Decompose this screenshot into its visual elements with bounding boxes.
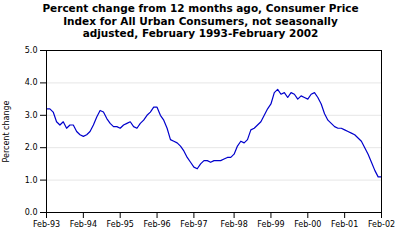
- svg-text:2.0: 2.0: [25, 143, 38, 152]
- html-text:Percent change from 12 months: Percent change from 12 months ago, Consu…: [42, 2, 359, 40]
- svg-text:Feb-00: Feb-00: [294, 220, 321, 229]
- svg-text:1.0: 1.0: [25, 175, 38, 184]
- svg-text:Feb-94: Feb-94: [70, 220, 97, 229]
- svg-text:3.0: 3.0: [25, 111, 38, 120]
- svg-text:Feb-93: Feb-93: [33, 220, 60, 229]
- svg-text:Percent change: Percent change: [2, 100, 11, 162]
- svg-text:Feb-98: Feb-98: [220, 220, 247, 229]
- svg-text:Feb-95: Feb-95: [107, 220, 134, 229]
- svg-text:Feb-96: Feb-96: [143, 220, 170, 229]
- svg-text:Feb-99: Feb-99: [257, 220, 284, 229]
- svg-text:Feb-01: Feb-01: [331, 220, 358, 229]
- svg-text:Feb-97: Feb-97: [180, 220, 207, 229]
- svg-text:5.0: 5.0: [25, 46, 38, 55]
- svg-text:Feb-02: Feb-02: [368, 220, 395, 229]
- svg-text:4.0: 4.0: [25, 78, 38, 87]
- svg-text:0.0: 0.0: [25, 208, 38, 217]
